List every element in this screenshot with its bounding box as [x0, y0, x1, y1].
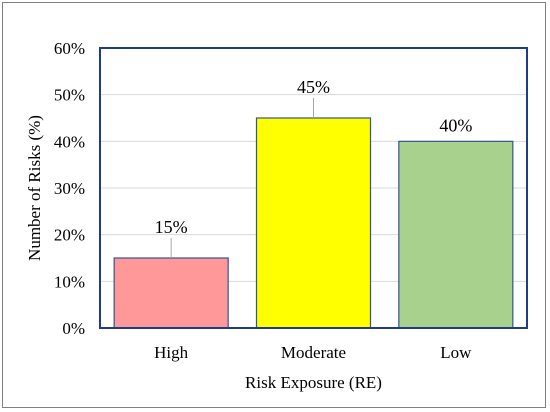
data-label: 45%: [297, 77, 330, 97]
x-tick-label: Moderate: [281, 343, 346, 362]
label-leader-lines: [170, 98, 314, 258]
data-label: 40%: [439, 115, 472, 135]
y-tick-label: 30%: [54, 179, 85, 198]
bars: [113, 117, 514, 329]
plot-area-border: [99, 47, 528, 329]
x-tick-label: High: [154, 343, 189, 362]
y-tick-label: 40%: [54, 132, 85, 151]
y-tick-label: 60%: [54, 39, 85, 58]
y-tick-label: 10%: [54, 272, 85, 291]
data-labels: 15% 45% 40%: [155, 77, 473, 237]
y-axis-label: Number of Risks (%): [25, 115, 44, 261]
y-tick-label: 50%: [54, 86, 85, 105]
y-tick-labels: 0% 10% 20% 30% 40% 50% 60%: [54, 39, 85, 338]
y-tick-label: 0%: [62, 319, 85, 338]
bar-high: [113, 257, 229, 329]
bar-moderate: [255, 117, 372, 329]
x-axis-label: Risk Exposure (RE): [245, 373, 382, 392]
x-tick-label: Low: [440, 343, 472, 362]
y-tick-label: 20%: [54, 226, 85, 245]
data-label: 15%: [155, 217, 188, 237]
x-tick-labels: High Moderate Low: [154, 343, 472, 362]
bar-low: [398, 140, 514, 329]
